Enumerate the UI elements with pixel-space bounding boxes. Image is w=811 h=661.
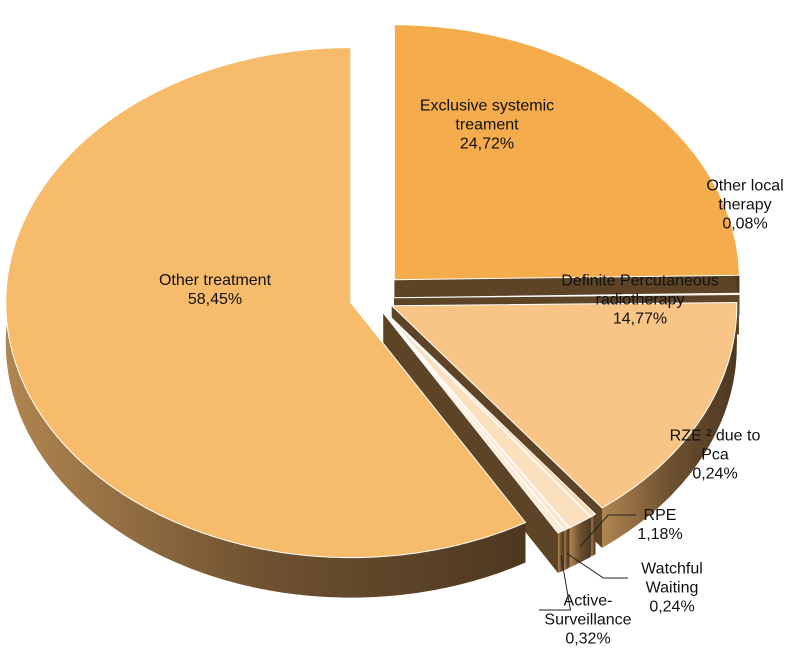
slice xyxy=(382,312,565,534)
slice xyxy=(5,47,527,559)
slice-side xyxy=(569,517,591,568)
value-label: 0,08% xyxy=(722,215,768,233)
tops xyxy=(5,24,740,559)
leader-line xyxy=(579,514,636,547)
category-label: Other local therapy xyxy=(706,177,784,214)
slice xyxy=(384,312,592,529)
slice-side xyxy=(5,47,526,598)
slice-side xyxy=(564,528,569,571)
category-label: Watchful Waiting xyxy=(641,560,703,597)
category-label: Active-Surveillance xyxy=(544,592,632,629)
slice-side xyxy=(591,514,596,557)
slice-label: Definite Percutaneous radiotherapy 14,77% xyxy=(555,272,725,329)
slice-label: RZE ² due to Pca 0,24% xyxy=(660,427,770,484)
value-label: 14,77% xyxy=(612,310,668,328)
category-label: Other treatment xyxy=(158,272,272,289)
value-label: 1,18% xyxy=(637,526,683,543)
value-label: 0,32% xyxy=(565,630,611,648)
leaders xyxy=(539,514,636,611)
slice-label: Exclusive systemic treament 24,72% xyxy=(412,97,562,154)
slice-label: Active-Surveillance 0,32% xyxy=(533,592,643,649)
slice xyxy=(390,301,738,509)
slice-label: Other treatment 58,45% xyxy=(135,271,295,309)
value-label: 0,24% xyxy=(649,598,695,616)
value-label: 58,45% xyxy=(187,291,243,308)
slice-label: Other local therapy 0,08% xyxy=(690,177,800,234)
slice-label: Watchful Waiting 0,24% xyxy=(622,560,722,617)
category-label: RPE xyxy=(643,507,677,524)
slice xyxy=(393,292,740,299)
slice-label: RPE 1,18% xyxy=(630,506,690,544)
slice xyxy=(384,311,597,518)
category-label: RZE ² due to Pca xyxy=(669,427,761,464)
leader-line xyxy=(539,555,572,611)
leader-line xyxy=(566,552,628,579)
category-label: Exclusive systemic treament xyxy=(419,97,555,134)
value-label: 24,72% xyxy=(459,135,515,153)
slice xyxy=(393,24,740,281)
value-label: 0,24% xyxy=(692,465,738,483)
category-label: Definite Percutaneous radiotherapy xyxy=(561,272,719,309)
